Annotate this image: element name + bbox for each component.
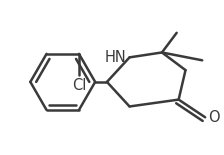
Text: Cl: Cl	[72, 78, 86, 93]
Text: HN: HN	[105, 50, 127, 65]
Text: O: O	[208, 110, 220, 125]
